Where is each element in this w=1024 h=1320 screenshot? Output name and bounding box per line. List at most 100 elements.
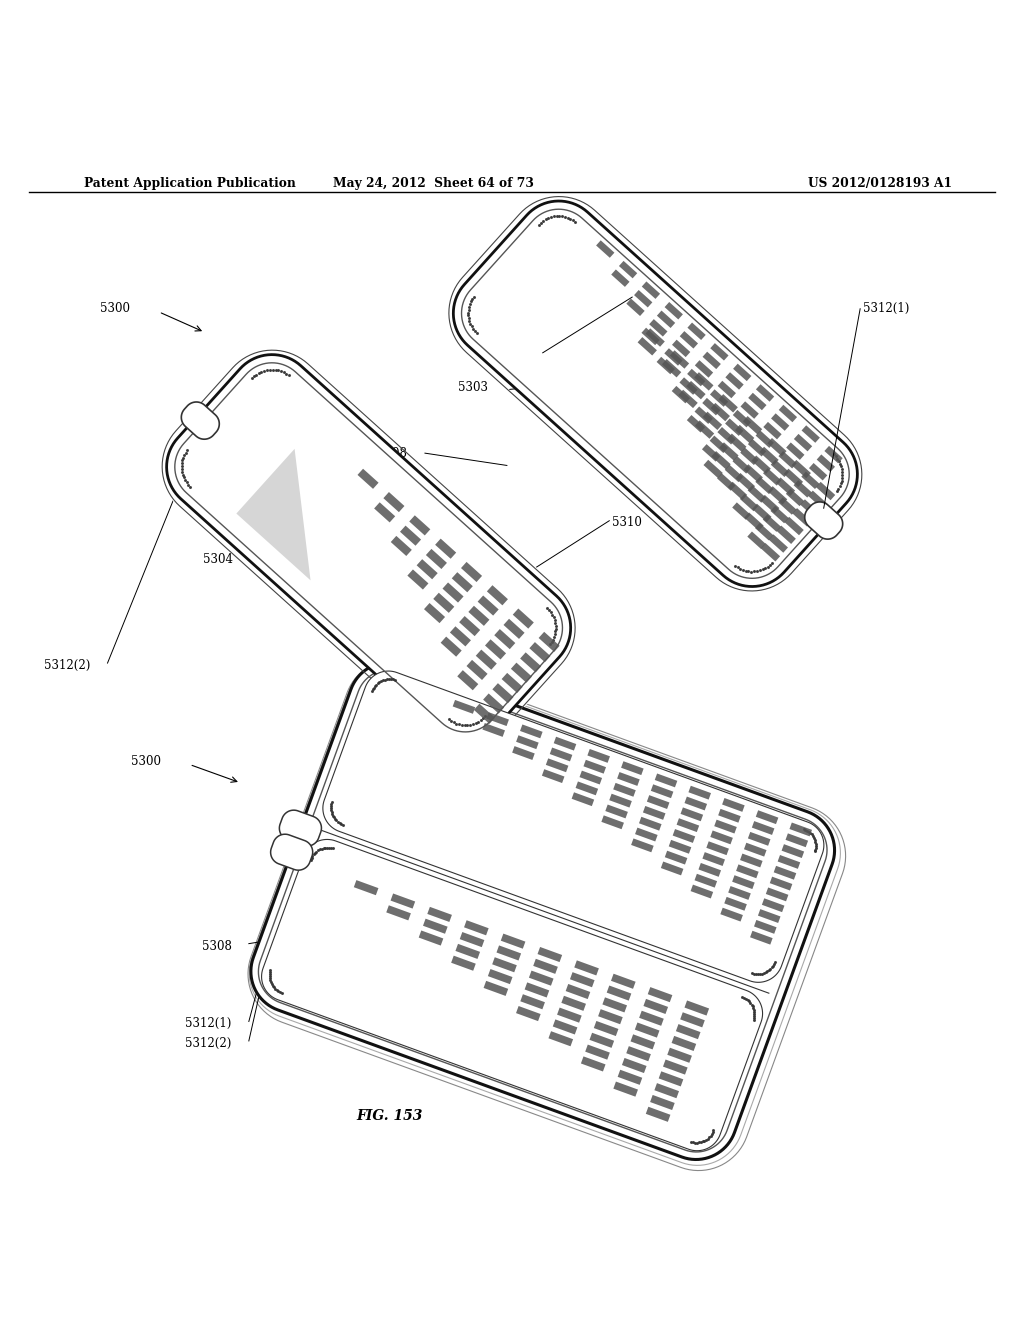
Polygon shape — [778, 405, 797, 422]
Polygon shape — [733, 363, 752, 381]
Polygon shape — [760, 495, 779, 513]
Polygon shape — [426, 549, 446, 569]
Polygon shape — [719, 395, 738, 413]
Polygon shape — [598, 1010, 623, 1024]
Polygon shape — [237, 449, 310, 581]
Text: 5312(1): 5312(1) — [863, 302, 909, 315]
Polygon shape — [642, 281, 660, 298]
Polygon shape — [575, 781, 598, 795]
Polygon shape — [668, 1048, 692, 1063]
Polygon shape — [670, 350, 689, 368]
Polygon shape — [450, 626, 471, 647]
Polygon shape — [482, 723, 505, 737]
Text: 5302: 5302 — [620, 812, 649, 825]
Polygon shape — [613, 1081, 638, 1097]
Polygon shape — [824, 446, 843, 463]
Polygon shape — [687, 322, 706, 341]
Polygon shape — [722, 799, 744, 812]
Polygon shape — [676, 1024, 700, 1039]
Polygon shape — [497, 945, 521, 961]
Polygon shape — [581, 1056, 605, 1072]
Polygon shape — [247, 657, 847, 1172]
Polygon shape — [654, 1084, 679, 1098]
Polygon shape — [483, 981, 508, 997]
Polygon shape — [680, 331, 698, 348]
Text: FIG. 153: FIG. 153 — [356, 1109, 422, 1123]
Polygon shape — [571, 792, 594, 807]
Polygon shape — [483, 693, 504, 714]
Polygon shape — [660, 862, 683, 875]
Polygon shape — [783, 469, 803, 487]
Polygon shape — [728, 482, 748, 500]
Polygon shape — [702, 853, 725, 866]
Polygon shape — [435, 539, 457, 558]
Polygon shape — [711, 403, 730, 421]
Polygon shape — [634, 290, 652, 308]
Polygon shape — [802, 425, 820, 442]
Polygon shape — [718, 809, 740, 822]
Polygon shape — [750, 931, 773, 945]
Polygon shape — [732, 875, 755, 890]
Polygon shape — [754, 920, 776, 933]
Polygon shape — [622, 762, 644, 775]
Polygon shape — [687, 368, 706, 387]
Polygon shape — [606, 986, 632, 1001]
Polygon shape — [744, 842, 767, 857]
Polygon shape — [778, 498, 797, 515]
Polygon shape — [665, 850, 687, 865]
Polygon shape — [452, 572, 473, 593]
Polygon shape — [711, 343, 728, 360]
Text: 5312(2): 5312(2) — [44, 659, 90, 672]
Text: 5310: 5310 — [612, 516, 642, 529]
Polygon shape — [778, 451, 797, 469]
Polygon shape — [743, 465, 763, 483]
Polygon shape — [766, 887, 788, 902]
Polygon shape — [512, 746, 535, 760]
Polygon shape — [524, 982, 549, 998]
Polygon shape — [617, 1069, 642, 1085]
Polygon shape — [725, 418, 743, 436]
Polygon shape — [643, 999, 668, 1014]
Polygon shape — [493, 957, 517, 973]
Polygon shape — [501, 933, 525, 949]
Polygon shape — [627, 298, 645, 315]
Polygon shape — [718, 380, 736, 399]
Polygon shape — [161, 348, 577, 746]
Polygon shape — [570, 972, 595, 987]
Polygon shape — [656, 356, 675, 375]
Polygon shape — [756, 384, 774, 401]
Polygon shape — [542, 770, 564, 783]
Polygon shape — [648, 987, 673, 1002]
Text: May 24, 2012  Sheet 64 of 73: May 24, 2012 Sheet 64 of 73 — [333, 177, 534, 190]
Polygon shape — [631, 838, 653, 853]
Polygon shape — [639, 1011, 664, 1026]
Polygon shape — [792, 459, 811, 478]
Text: 5308: 5308 — [202, 940, 231, 953]
Polygon shape — [695, 420, 714, 438]
Polygon shape — [740, 447, 759, 465]
Polygon shape — [680, 1012, 705, 1027]
Polygon shape — [538, 946, 562, 962]
Polygon shape — [618, 261, 637, 279]
Polygon shape — [477, 595, 499, 615]
Polygon shape — [468, 606, 489, 626]
Polygon shape — [742, 416, 762, 434]
Polygon shape — [740, 494, 758, 511]
Polygon shape — [665, 348, 683, 366]
Text: 5300: 5300 — [131, 755, 161, 768]
Polygon shape — [809, 463, 827, 480]
Polygon shape — [756, 430, 774, 447]
Polygon shape — [718, 426, 735, 445]
Polygon shape — [602, 998, 627, 1012]
Polygon shape — [690, 884, 713, 899]
Polygon shape — [756, 810, 778, 824]
Polygon shape — [753, 504, 771, 523]
Polygon shape — [390, 894, 415, 908]
Polygon shape — [383, 492, 404, 512]
Polygon shape — [767, 438, 786, 457]
Polygon shape — [790, 822, 812, 837]
Polygon shape — [454, 201, 857, 586]
Polygon shape — [800, 499, 819, 517]
Polygon shape — [748, 532, 766, 549]
Polygon shape — [774, 866, 797, 879]
